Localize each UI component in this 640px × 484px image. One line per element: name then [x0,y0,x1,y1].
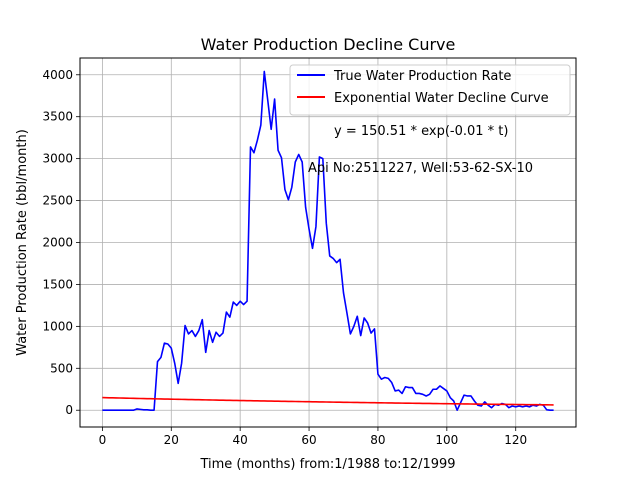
series-line-true-rate [102,70,554,412]
legend-label-decline-curve: Exponential Water Decline Curve [334,91,549,106]
y-tick-label: 4000 [42,68,73,82]
x-axis-label: Time (months) from:1/1988 to:12/1999 [199,457,455,472]
y-tick-label: 3500 [42,110,73,124]
legend-label-true-rate: True Water Production Rate [333,69,511,84]
series-line-decline-curve [102,396,554,406]
series-layer [102,70,554,412]
y-tick-label: 0 [65,403,73,417]
well-annotation: Api No:2511227, Well:53-62-SX-10 [308,161,533,176]
equation-annotation: y = 150.51 * exp(-0.01 * t) [334,124,508,139]
y-tick-label: 2500 [42,194,73,208]
axis-ticks: 0 20 40 60 80 100 120 0 500 1000 1500 2000 2500 3000 3… [42,68,527,447]
y-tick-label: 1500 [42,277,73,291]
y-axis-label: Water Production Rate (bbl/month) [15,129,30,356]
y-tick-label: 3000 [42,152,73,166]
x-tick-label: 20 [164,433,179,447]
x-tick-label: 60 [301,433,316,447]
grid-lines [80,58,576,427]
y-tick-label: 1000 [42,319,73,333]
x-tick-label: 0 [99,433,107,447]
x-tick-label: 100 [435,433,458,447]
x-tick-label: 40 [233,433,248,447]
x-tick-label: 120 [504,433,527,447]
legend: True Water Production Rate Exponential W… [289,64,571,116]
x-tick-label: 80 [370,433,385,447]
legend-box [289,64,571,116]
chart-title: Water Production Decline Curve [201,35,456,54]
y-tick-label: 500 [50,361,73,375]
y-tick-label: 2000 [42,236,73,250]
